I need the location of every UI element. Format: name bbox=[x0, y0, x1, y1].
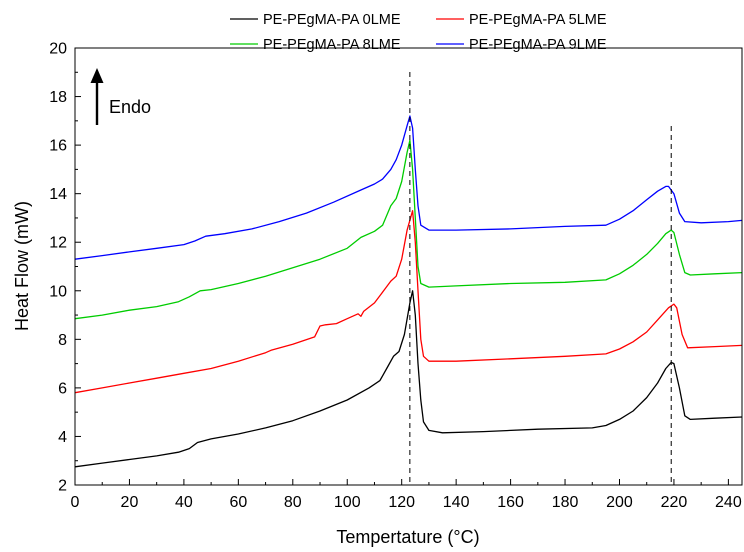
y-axis-title: Heat Flow (mW) bbox=[12, 201, 32, 331]
endo-annotation: Endo bbox=[90, 68, 151, 125]
legend-label-1: PE-PEgMA-PA 5LME bbox=[469, 12, 607, 28]
y-tick-label: 10 bbox=[49, 283, 67, 300]
endo-label: Endo bbox=[109, 97, 151, 117]
x-tick-label: 200 bbox=[606, 494, 633, 511]
y-tick-label: 16 bbox=[49, 138, 67, 155]
series-line-0 bbox=[74, 290, 743, 468]
legend-label-0: PE-PEgMA-PA 0LME bbox=[263, 12, 401, 28]
legend-label-3: PE-PEgMA-PA 9LME bbox=[469, 37, 607, 53]
x-tick-label: 160 bbox=[497, 494, 524, 511]
x-axis-ticks: 0 20 40 60 80 100 120 140 160 180 200 220 240 bbox=[71, 479, 742, 511]
x-tick-label: 80 bbox=[284, 494, 302, 511]
series-line-1 bbox=[74, 210, 743, 394]
y-tick-label: 18 bbox=[49, 89, 67, 106]
x-tick-label: 120 bbox=[388, 494, 415, 511]
legend-label-2: PE-PEgMA-PA 8LME bbox=[263, 37, 401, 53]
reference-lines bbox=[409, 72, 672, 485]
series-group bbox=[74, 115, 743, 468]
x-tick-label: 140 bbox=[443, 494, 470, 511]
series-line-2 bbox=[74, 139, 743, 320]
x-tick-label: 180 bbox=[552, 494, 579, 511]
legend: PE-PEgMA-PA 0LME PE-PEgMA-PA 5LME PE-PEgMA… bbox=[230, 12, 607, 53]
x-tick-label: 20 bbox=[121, 494, 139, 511]
plot-frame bbox=[74, 47, 743, 486]
x-tick-label: 0 bbox=[71, 494, 80, 511]
y-tick-label: 14 bbox=[49, 186, 67, 203]
y-tick-label: 20 bbox=[49, 41, 67, 58]
x-tick-label: 40 bbox=[175, 494, 193, 511]
x-tick-label: 240 bbox=[715, 494, 742, 511]
x-axis-title: Tempertature (°C) bbox=[336, 527, 479, 547]
y-tick-label: 4 bbox=[58, 429, 67, 446]
x-tick-label: 60 bbox=[229, 494, 247, 511]
y-tick-label: 2 bbox=[58, 478, 67, 495]
x-tick-label: 220 bbox=[661, 494, 688, 511]
y-axis-ticks: 2 4 6 8 10 12 14 16 18 20 bbox=[49, 41, 81, 495]
x-tick-label: 100 bbox=[334, 494, 361, 511]
y-tick-label: 8 bbox=[58, 332, 67, 349]
y-tick-label: 6 bbox=[58, 380, 67, 397]
y-tick-label: 12 bbox=[49, 235, 67, 252]
endo-arrow-head bbox=[90, 68, 104, 83]
series-line-3 bbox=[74, 115, 743, 260]
